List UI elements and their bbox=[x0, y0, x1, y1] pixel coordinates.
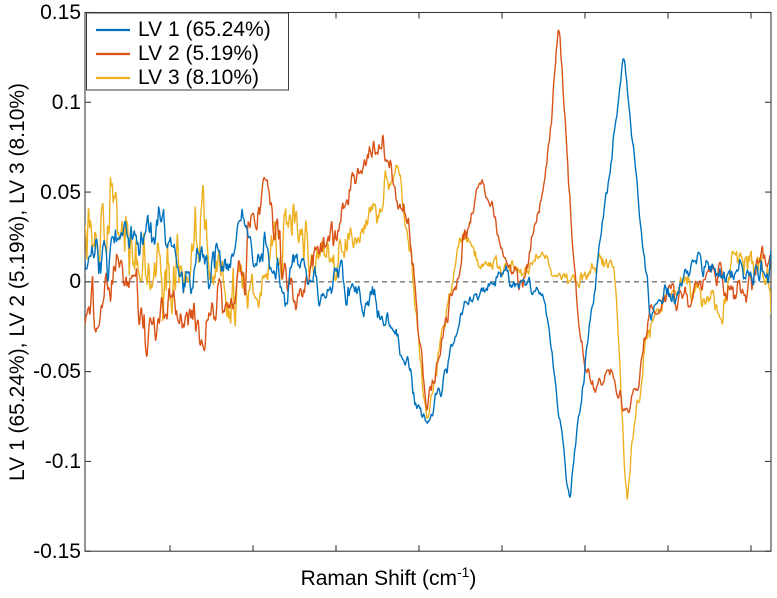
svg-text:LV 3 (8.10%): LV 3 (8.10%) bbox=[138, 66, 259, 89]
svg-text:LV 2 (5.19%): LV 2 (5.19%) bbox=[138, 42, 259, 65]
svg-text:LV 1 (65.24%): LV 1 (65.24%) bbox=[138, 18, 271, 41]
